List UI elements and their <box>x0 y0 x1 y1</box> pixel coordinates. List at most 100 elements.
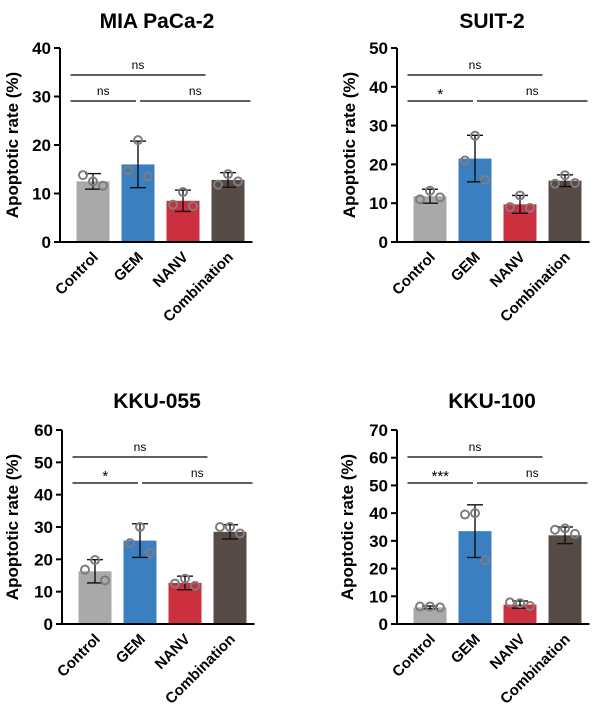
y-tick-label: 50 <box>369 476 388 495</box>
significance-label: ns <box>189 84 202 98</box>
data-point-gem <box>123 165 133 176</box>
x-tick-label-control: Control <box>389 249 439 299</box>
data-point-combination <box>550 524 560 535</box>
significance-label: * <box>102 468 108 485</box>
data-point-combination <box>570 178 580 189</box>
significance-label: ns <box>526 84 539 98</box>
data-point-nanv <box>515 190 525 201</box>
y-tick-label: 20 <box>369 560 388 579</box>
y-tick-label: 60 <box>34 421 53 440</box>
data-point-gem <box>135 522 145 532</box>
x-tick-label-nanv: NANV <box>150 249 192 291</box>
data-point-nanv <box>168 199 178 210</box>
data-point-control <box>80 564 90 575</box>
significance-label: ns <box>526 466 539 480</box>
x-tick-label-control: Control <box>52 249 102 299</box>
data-point-nanv <box>190 580 200 591</box>
data-point-combination <box>235 528 245 539</box>
y-axis-label: Apoptotic rate (%) <box>3 72 22 218</box>
data-point-gem <box>470 508 480 519</box>
data-point-combination <box>560 523 570 534</box>
data-point-gem <box>470 130 480 141</box>
data-point-control <box>78 170 88 181</box>
data-point-gem <box>125 538 135 549</box>
chart-title: SUIT-2 <box>459 10 524 33</box>
x-tick-label-gem: GEM <box>113 631 149 667</box>
data-point-combination <box>213 179 223 190</box>
y-tick-label: 60 <box>369 449 388 468</box>
data-point-gem <box>460 155 470 166</box>
y-tick-label: 50 <box>34 453 53 472</box>
y-tick-label: 40 <box>32 39 51 58</box>
chart-panel-kku-100: KKU-100 Apoptotic rate (%) 0 10 20 30 40 50 60 70… <box>338 390 590 708</box>
y-tick-label: 10 <box>32 185 51 204</box>
data-point-gem <box>143 171 153 182</box>
data-point-combination <box>225 522 235 532</box>
x-tick-label-control: Control <box>54 631 104 681</box>
data-point-combination <box>550 178 560 189</box>
data-point-control <box>415 601 425 612</box>
y-axis-label: Apoptotic rate (%) <box>3 454 22 600</box>
data-point-control <box>425 601 435 612</box>
y-tick-label: 40 <box>369 78 388 97</box>
x-tick-label-gem: GEM <box>448 631 484 667</box>
data-point-combination <box>560 170 570 181</box>
x-tick-label-nanv: NANV <box>487 249 529 291</box>
chart-panel-kku-055: KKU-055 Apoptotic rate (%) 0 10 20 30 40 50 60 Co… <box>3 390 255 708</box>
y-tick-label: 70 <box>369 421 388 440</box>
data-point-gem <box>133 135 143 146</box>
data-point-control <box>435 192 445 203</box>
data-point-combination <box>223 169 233 180</box>
bar-combination <box>548 535 582 624</box>
data-point-nanv <box>525 202 535 213</box>
data-point-control <box>100 575 110 586</box>
x-tick-label-control: Control <box>389 631 439 681</box>
data-point-nanv <box>515 598 525 609</box>
x-tick-label-nanv: NANV <box>152 631 194 673</box>
data-point-control <box>90 554 100 565</box>
bar-combination <box>213 531 247 624</box>
significance-label: ns <box>132 58 145 72</box>
data-point-gem <box>480 555 490 566</box>
y-tick-label: 30 <box>369 117 388 136</box>
y-axis-label: Apoptotic rate (%) <box>338 454 357 600</box>
significance-label: ns <box>469 58 482 72</box>
y-tick-label: 0 <box>44 615 53 634</box>
significance-label: * <box>437 86 443 103</box>
data-point-combination <box>233 176 243 187</box>
data-point-control <box>88 176 98 187</box>
y-tick-label: 30 <box>34 518 53 537</box>
data-point-control <box>98 180 108 191</box>
data-point-control <box>435 602 445 613</box>
data-point-nanv <box>188 201 198 212</box>
y-tick-label: 0 <box>42 233 51 252</box>
x-tick-label-nanv: NANV <box>487 631 529 673</box>
chart-title: MIA PaCa-2 <box>100 10 215 33</box>
significance-label: ns <box>469 440 482 454</box>
x-tick-label-gem: GEM <box>111 249 147 285</box>
y-tick-label: 10 <box>369 587 388 606</box>
data-point-nanv <box>525 600 535 611</box>
x-tick-label-gem: GEM <box>448 249 484 285</box>
data-point-control <box>415 194 425 205</box>
significance-label: ns <box>134 440 147 454</box>
y-tick-label: 30 <box>369 532 388 551</box>
chart-panel-mia-paca-2: MIA PaCa-2 Apoptotic rate (%) 0 10 20 30 40 Con… <box>3 10 253 326</box>
data-point-nanv <box>505 597 515 608</box>
y-axis-label: Apoptotic rate (%) <box>340 72 359 218</box>
y-tick-label: 20 <box>34 550 53 569</box>
data-point-control <box>425 185 435 196</box>
data-point-nanv <box>170 578 180 589</box>
y-tick-label: 30 <box>32 88 51 107</box>
chart-title: KKU-100 <box>448 390 536 413</box>
chart-panel-suit-2: SUIT-2 Apoptotic rate (%) 0 10 20 30 40 50 Contr… <box>340 10 590 326</box>
data-point-combination <box>570 528 580 539</box>
significance-label: ns <box>97 84 110 98</box>
significance-label: *** <box>431 468 449 485</box>
chart-title: KKU-055 <box>113 390 201 413</box>
data-point-combination <box>215 522 225 532</box>
y-tick-label: 0 <box>379 233 388 252</box>
y-tick-label: 20 <box>369 155 388 174</box>
bar-control <box>76 181 110 242</box>
